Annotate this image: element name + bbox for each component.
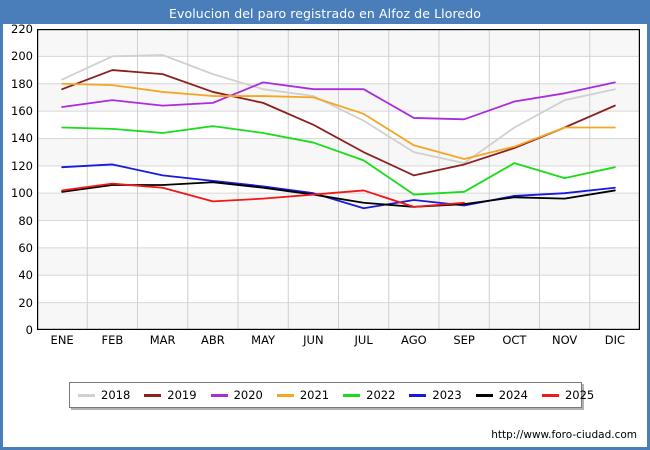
legend-item-2018[interactable]: 2018 bbox=[78, 388, 130, 402]
page-title: Evolucion del paro registrado en Alfoz d… bbox=[168, 6, 482, 21]
x-axis-tick-label: MAR bbox=[149, 333, 176, 347]
y-axis-tick-label: 0 bbox=[25, 323, 33, 337]
y-axis-tick-label: 140 bbox=[11, 131, 33, 146]
legend-swatch-icon bbox=[475, 393, 493, 397]
x-axis-tick-label: JUL bbox=[354, 333, 373, 347]
legend-item-label: 2024 bbox=[498, 388, 528, 402]
legend-item-2024[interactable]: 2024 bbox=[475, 388, 528, 402]
chart-legend: 2018 2019 2020 2021 2022 2023 2024 2025 bbox=[69, 382, 594, 408]
legend-item-label: 2025 bbox=[564, 388, 595, 402]
x-axis-tick-label: AGO bbox=[401, 333, 427, 347]
source-url: http://www.foro-ciudad.com bbox=[491, 429, 637, 441]
legend-swatch-icon bbox=[276, 393, 294, 397]
window-title-bar: Evolucion del paro registrado en Alfoz d… bbox=[3, 3, 647, 24]
x-axis-tick-label: OCT bbox=[502, 333, 527, 347]
y-axis-tick-label: 120 bbox=[11, 158, 33, 173]
x-axis-tick-label: NOV bbox=[551, 333, 578, 347]
legend-item-label: 2019 bbox=[167, 388, 197, 402]
legend-item-label: 2020 bbox=[233, 388, 263, 402]
legend-swatch-icon bbox=[409, 393, 427, 397]
y-axis-tick-label: 180 bbox=[11, 76, 33, 91]
x-axis-tick-label: DIC bbox=[604, 333, 626, 347]
legend-swatch-icon bbox=[343, 393, 361, 397]
x-axis-tick-label: ABR bbox=[201, 333, 225, 347]
x-axis-tick-label: JUN bbox=[303, 333, 324, 347]
legend-item-label: 2023 bbox=[432, 388, 462, 402]
legend-item-2021[interactable]: 2021 bbox=[276, 388, 330, 402]
x-axis-tick-label: MAY bbox=[251, 333, 276, 347]
y-axis-tick-label: 200 bbox=[11, 49, 33, 64]
y-axis-tick-label: 60 bbox=[18, 240, 33, 255]
legend-swatch-icon bbox=[541, 393, 559, 397]
y-axis-tick-label: 80 bbox=[18, 213, 33, 228]
x-axis-tick-label: SEP bbox=[453, 333, 475, 347]
y-axis-labels: 0 20 40 60 80 100 120 140 160 180 200 220 bbox=[3, 22, 37, 337]
legend-item-label: 2018 bbox=[101, 388, 131, 402]
legend-item-label: 2022 bbox=[366, 388, 396, 402]
legend-swatch-icon bbox=[78, 393, 95, 397]
y-axis-tick-label: 160 bbox=[11, 104, 33, 119]
y-axis-tick-label: 220 bbox=[11, 22, 33, 36]
y-axis-tick-label: 20 bbox=[18, 295, 33, 310]
legend-item-2025[interactable]: 2025 bbox=[541, 388, 595, 402]
line-chart-svg bbox=[37, 29, 640, 330]
x-axis-tick-label: FEB bbox=[101, 333, 124, 347]
legend-swatch-icon bbox=[210, 393, 228, 397]
legend-swatch-icon bbox=[144, 393, 162, 397]
y-axis-tick-label: 100 bbox=[11, 186, 33, 201]
legend-item-2020[interactable]: 2020 bbox=[210, 388, 263, 402]
legend-item-2023[interactable]: 2023 bbox=[409, 388, 462, 402]
legend-item-label: 2021 bbox=[299, 388, 330, 402]
y-axis-tick-label: 40 bbox=[18, 268, 33, 283]
x-axis-tick-label: ENE bbox=[50, 333, 74, 347]
plot-area bbox=[37, 29, 640, 330]
legend-item-2022[interactable]: 2022 bbox=[343, 388, 395, 402]
legend-item-2019[interactable]: 2019 bbox=[144, 388, 197, 402]
x-axis-labels: ENE FEB MAR ABR MAY JUN JUL AGO SEP OCT NOV DIC bbox=[37, 333, 640, 351]
